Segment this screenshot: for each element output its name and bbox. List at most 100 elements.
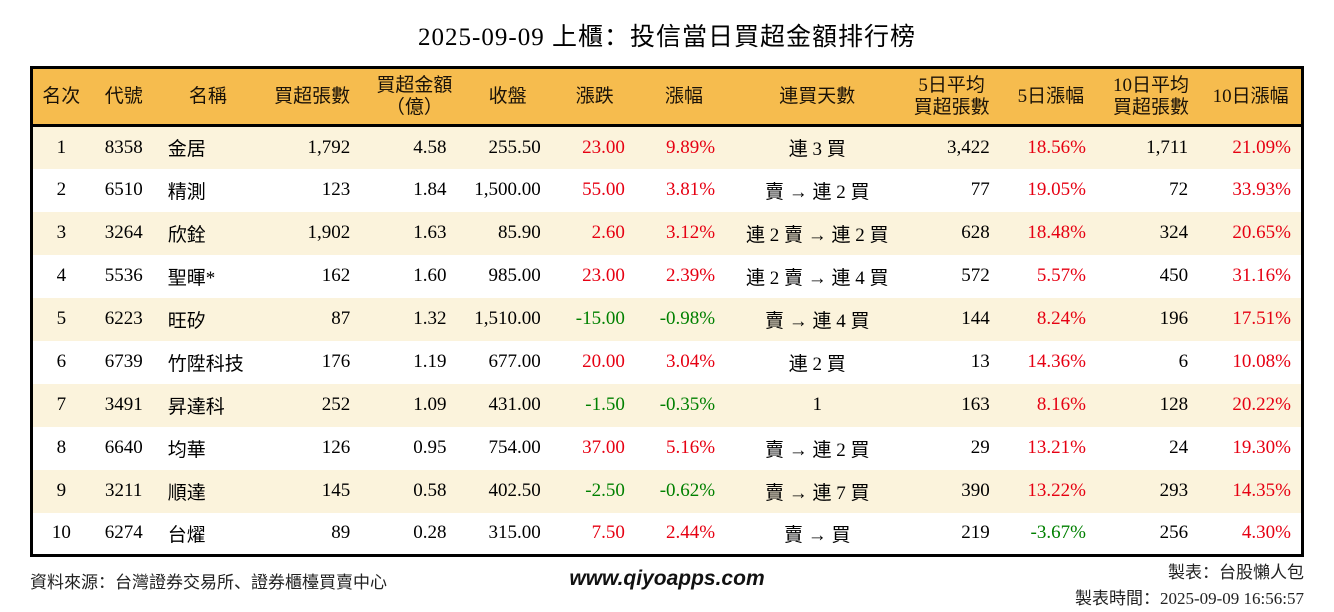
maker-note: 製表：台股懶人包 xyxy=(1168,563,1304,582)
cell-5d-change-pct: 5.57% xyxy=(1036,265,1086,286)
cell-code: 5536 xyxy=(104,265,143,286)
cell-change-pct: 2.39% xyxy=(666,265,716,286)
table-body: 1 8358 金居 1,792 4.58 255.50 23.00 9.89% 連 3 買 3,4… xyxy=(31,125,1303,556)
cell-10d-change-pct: 4.30% xyxy=(1241,522,1291,544)
cell-code: 3264 xyxy=(104,222,143,243)
cell-avg5-volume: 77 xyxy=(970,179,990,200)
cell-price-change: 55.00 xyxy=(582,179,625,200)
cell-rank: 1 xyxy=(56,136,67,158)
ranking-table-wrap: 名次 代號 名稱 買超張數 買超金額 （億） 收盤 漲跌 漲幅 連買天數 5日平均 買超張數 5日漲幅 1… xyxy=(30,66,1304,557)
cell-buy-streak: 連 3 買 xyxy=(788,139,846,161)
cell-net-buy-volume: 123 xyxy=(321,179,351,200)
cell-net-buy-amount: 1.84 xyxy=(413,179,447,200)
table-row: 9 3211 順達 145 0.58 402.50 -2.50 -0.62% 賣 → 連 7 買… xyxy=(31,469,1303,513)
table-row: 6 6739 竹陞科技 176 1.19 677.00 20.00 3.04% 連 2 買 13 1… xyxy=(31,340,1303,384)
cell-avg10-volume: 293 xyxy=(1159,480,1189,501)
website-watermark: www.qiyoapps.com xyxy=(569,567,765,590)
cell-rank: 10 xyxy=(51,522,71,544)
cell-net-buy-amount: 1.32 xyxy=(413,308,447,329)
cell-avg5-volume: 13 xyxy=(970,351,990,372)
cell-close-price: 754.00 xyxy=(488,437,541,458)
column-header-net-buy-amount: 買超金額 （億） xyxy=(366,67,463,127)
cell-code: 6510 xyxy=(104,179,143,200)
cell-close-price: 431.00 xyxy=(488,394,541,415)
column-header-buy-streak: 連買天數 xyxy=(731,67,904,127)
made-time-note: 製表時間：2025-09-09 16:56:57 xyxy=(1074,589,1304,608)
cell-avg10-volume: 72 xyxy=(1169,179,1189,200)
cell-code: 6640 xyxy=(104,437,143,458)
cell-close-price: 315.00 xyxy=(488,522,541,544)
cell-5d-change-pct: -3.67% xyxy=(1030,522,1086,544)
cell-net-buy-amount: 0.58 xyxy=(413,480,447,501)
cell-10d-change-pct: 19.30% xyxy=(1232,437,1291,458)
column-header-price-change: 漲跌 xyxy=(552,67,637,127)
cell-stock-name: 均華 xyxy=(167,439,206,461)
cell-price-change: 23.00 xyxy=(582,136,625,158)
cell-avg5-volume: 219 xyxy=(961,522,990,544)
cell-price-change: 23.00 xyxy=(582,265,625,286)
cell-avg10-volume: 324 xyxy=(1159,222,1189,243)
page-title: 2025-09-09 上櫃：投信當日買超金額排行榜 xyxy=(418,24,916,51)
cell-rank: 2 xyxy=(56,179,67,200)
cell-5d-change-pct: 8.16% xyxy=(1036,394,1086,415)
cell-stock-name: 旺矽 xyxy=(167,310,206,332)
cell-code: 6274 xyxy=(104,522,143,544)
cell-avg5-volume: 390 xyxy=(961,480,990,501)
cell-stock-name: 昇達科 xyxy=(167,396,225,418)
table-header-row: 名次 代號 名稱 買超張數 買超金額 （億） 收盤 漲跌 漲幅 連買天數 5日平均 買超張數 5日漲幅 1… xyxy=(31,67,1303,127)
cell-net-buy-volume: 162 xyxy=(321,265,351,286)
cell-code: 3491 xyxy=(104,394,143,415)
cell-price-change: -1.50 xyxy=(585,394,625,415)
cell-close-price: 402.50 xyxy=(488,480,541,501)
cell-rank: 9 xyxy=(56,480,67,501)
cell-rank: 6 xyxy=(56,351,67,372)
cell-stock-name: 精測 xyxy=(167,181,206,203)
cell-10d-change-pct: 21.09% xyxy=(1232,136,1291,158)
cell-net-buy-volume: 1,902 xyxy=(307,222,351,243)
column-header-avg5-volume: 5日平均 買超張數 xyxy=(903,67,1000,127)
cell-buy-streak: 連 2 賣 → 連 2 買 xyxy=(746,224,889,246)
cell-net-buy-amount: 0.95 xyxy=(413,437,447,458)
cell-change-pct: 9.89% xyxy=(666,136,716,158)
cell-close-price: 1,510.00 xyxy=(474,308,541,329)
column-header-5d-change-pct: 5日漲幅 xyxy=(999,67,1102,127)
cell-stock-name: 聖暉* xyxy=(167,267,216,289)
cell-avg10-volume: 450 xyxy=(1159,265,1189,286)
cell-5d-change-pct: 8.24% xyxy=(1036,308,1086,329)
cell-change-pct: 5.16% xyxy=(666,437,716,458)
cell-10d-change-pct: 31.16% xyxy=(1232,265,1291,286)
cell-5d-change-pct: 18.48% xyxy=(1027,222,1086,243)
cell-change-pct: -0.35% xyxy=(659,394,716,415)
cell-stock-name: 金居 xyxy=(167,139,206,161)
cell-change-pct: -0.62% xyxy=(659,480,716,501)
column-header-code: 代號 xyxy=(89,67,158,127)
cell-5d-change-pct: 14.36% xyxy=(1027,351,1086,372)
cell-5d-change-pct: 19.05% xyxy=(1027,179,1086,200)
cell-net-buy-volume: 126 xyxy=(321,437,351,458)
cell-avg10-volume: 196 xyxy=(1159,308,1189,329)
cell-buy-streak: 賣 → 連 4 買 xyxy=(765,310,870,332)
cell-5d-change-pct: 18.56% xyxy=(1027,136,1086,158)
cell-change-pct: -0.98% xyxy=(659,308,716,329)
cell-avg5-volume: 163 xyxy=(961,394,990,415)
cell-avg10-volume: 1,711 xyxy=(1146,136,1189,158)
cell-change-pct: 3.81% xyxy=(666,179,716,200)
cell-10d-change-pct: 17.51% xyxy=(1232,308,1291,329)
ranking-table: 名次 代號 名稱 買超張數 買超金額 （億） 收盤 漲跌 漲幅 連買天數 5日平均 買超張數 5日漲幅 1… xyxy=(30,66,1304,557)
cell-buy-streak: 賣 → 連 2 買 xyxy=(765,181,870,203)
cell-rank: 8 xyxy=(56,437,67,458)
cell-avg10-volume: 128 xyxy=(1159,394,1189,415)
column-header-avg10-volume: 10日平均 買超張數 xyxy=(1101,67,1201,127)
cell-5d-change-pct: 13.21% xyxy=(1027,437,1086,458)
cell-close-price: 255.50 xyxy=(488,136,541,158)
cell-rank: 3 xyxy=(56,222,67,243)
cell-code: 8358 xyxy=(104,136,143,158)
cell-price-change: 7.50 xyxy=(591,522,625,544)
data-source-note: 資料來源：台灣證券交易所、證券櫃檯買賣中心 xyxy=(30,573,387,592)
cell-net-buy-volume: 145 xyxy=(321,480,351,501)
cell-price-change: -15.00 xyxy=(575,308,625,329)
cell-buy-streak: 賣 → 連 2 買 xyxy=(765,439,870,461)
cell-net-buy-amount: 1.60 xyxy=(413,265,447,286)
cell-10d-change-pct: 14.35% xyxy=(1232,480,1291,501)
